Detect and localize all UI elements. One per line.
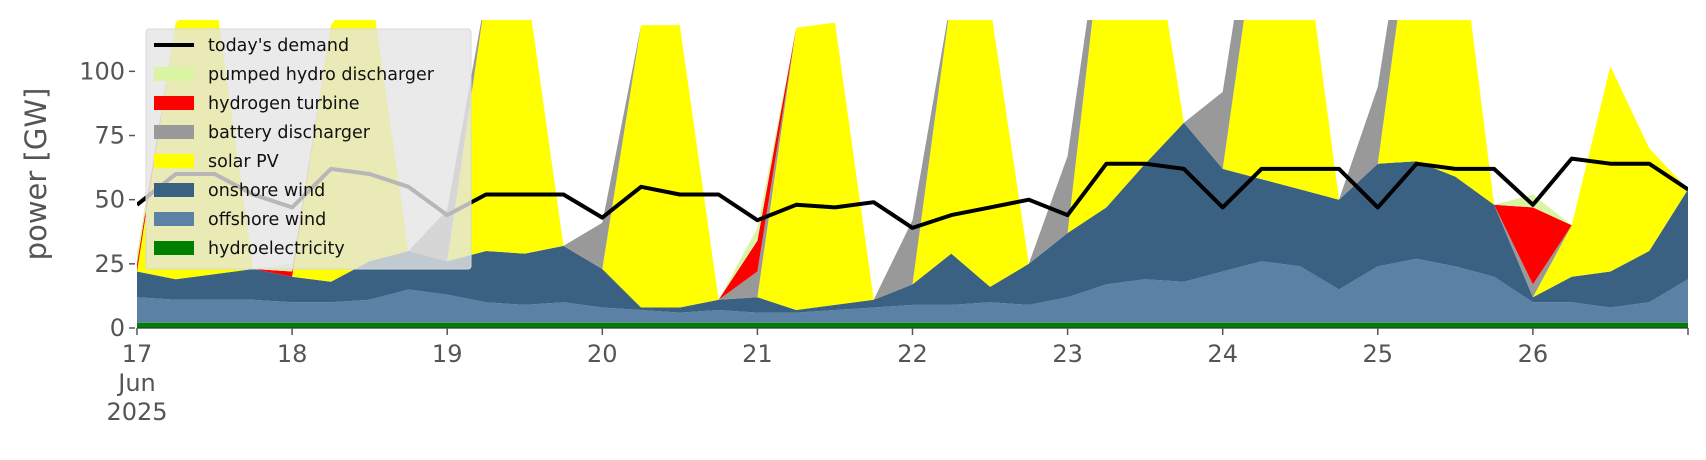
x-tick-label: 22 <box>897 340 928 368</box>
y-tick-label: 50 <box>94 186 125 214</box>
x-tick-label: 19 <box>432 340 463 368</box>
area-solar-pv <box>137 20 1688 310</box>
legend-label-hydroelectricity: hydroelectricity <box>208 239 345 259</box>
legend-label-solar-pv: solar PV <box>208 152 279 172</box>
x-tick-label: 20 <box>587 340 618 368</box>
x-tick-label: 24 <box>1207 340 1238 368</box>
legend-swatch-onshore-wind <box>154 183 194 197</box>
y-tick-label: 0 <box>110 314 125 342</box>
legend-swatch-hydroelectricity <box>154 241 194 255</box>
legend-swatch-hydrogen-turbine <box>154 96 194 110</box>
area-onshore-wind <box>137 122 1688 313</box>
x-tick-label: 26 <box>1518 340 1549 368</box>
x-tick-label: 23 <box>1052 340 1083 368</box>
x-tick-label: 2025 <box>106 398 167 426</box>
x-tick-label: 25 <box>1363 340 1394 368</box>
legend-label-offshore-wind: offshore wind <box>208 210 326 230</box>
legend-swatch-battery-discharger <box>154 125 194 139</box>
legend-label-today-s-demand: today's demand <box>208 36 349 56</box>
area-hydroelectricity <box>137 322 1688 328</box>
area-offshore-wind <box>137 258 1688 323</box>
legend-swatch-pumped-hydro-discharger <box>154 67 194 81</box>
x-tick-label: Jun <box>116 369 156 397</box>
legend: today's demand pumped hydro discharger hyd… <box>145 28 472 270</box>
x-tick-label: 21 <box>742 340 773 368</box>
y-tick-label: 100 <box>79 57 125 85</box>
legend-label-onshore-wind: onshore wind <box>208 181 325 201</box>
x-tick-label: 18 <box>277 340 308 368</box>
legend-swatch-solar-pv <box>154 154 194 168</box>
y-axis-label: power [GW] <box>19 88 53 261</box>
legend-label-hydrogen-turbine: hydrogen turbine <box>208 94 360 114</box>
legend-label-battery-discharger: battery discharger <box>208 123 371 143</box>
y-tick-label: 75 <box>94 122 125 150</box>
area-layers <box>137 20 1688 328</box>
y-tick-label: 25 <box>94 250 125 278</box>
area-hydrogen-turbine <box>137 20 1688 300</box>
legend-swatch-offshore-wind <box>154 212 194 226</box>
x-tick-label: 17 <box>122 340 153 368</box>
area-battery-discharger <box>137 20 1688 300</box>
legend-box <box>145 28 472 270</box>
legend-label-pumped-hydro-discharger: pumped hydro discharger <box>208 65 435 85</box>
